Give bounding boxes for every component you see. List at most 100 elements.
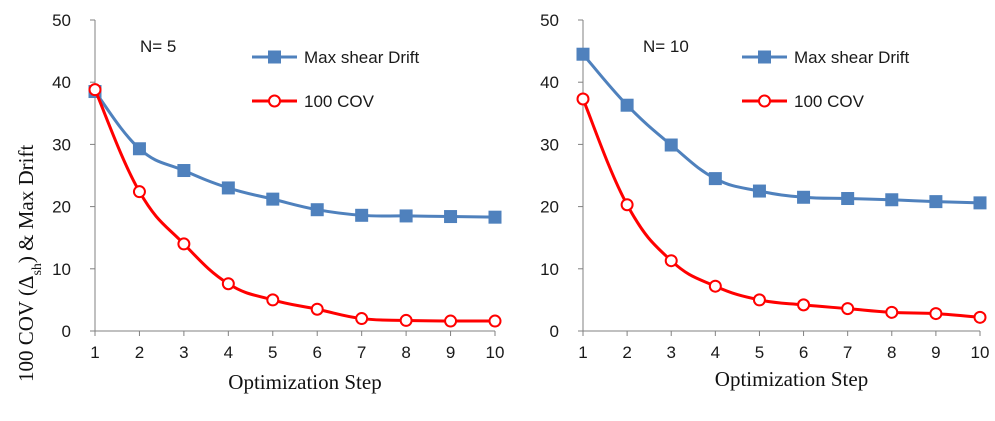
y-tick-label: 0: [62, 322, 71, 341]
legend-marker: [758, 50, 771, 64]
x-tick-label: 5: [268, 343, 277, 362]
data-point: [973, 310, 987, 324]
panel-annotation: N= 5: [140, 37, 176, 56]
chart-n10: 0 10 20 30 40 50 1 2 3 4 5 6 7 8 9 10 Optimization Step N…: [540, 11, 989, 391]
legend-marker: [268, 50, 281, 64]
data-point: [399, 313, 413, 327]
y-tick-label: 50: [52, 11, 71, 30]
x-tick-label: 4: [224, 343, 233, 362]
y-tick-label: 0: [550, 322, 559, 341]
data-point: [885, 193, 899, 207]
x-tick-label: 9: [931, 343, 940, 362]
legend-entry: 100 COV: [742, 92, 865, 111]
y-tick-label: 20: [52, 198, 71, 217]
legend-label: 100 COV: [794, 92, 865, 111]
data-point: [488, 210, 502, 224]
series-max-shear-drift: [576, 47, 987, 210]
x-tick-label: 3: [666, 343, 675, 362]
data-point: [664, 254, 678, 268]
data-point: [177, 237, 191, 251]
data-point: [576, 92, 590, 106]
y-tick-label: 20: [540, 198, 559, 217]
series-line: [93, 90, 496, 219]
chart-n5: 0 10 20 30 40 50 1 2 3 4 5 6 7 8 9 10 Optimization Step N…: [52, 11, 504, 394]
x-tick-label: 6: [799, 343, 808, 362]
data-point: [620, 98, 634, 112]
x-tick-label: 9: [446, 343, 455, 362]
x-tick-label: 1: [578, 343, 587, 362]
data-point: [797, 298, 811, 312]
data-point: [752, 184, 766, 198]
y-axis-label: 100 COV (Δsh) & Max Drift: [14, 145, 45, 382]
x-axis-title: Optimization Step: [228, 370, 381, 394]
data-point: [620, 198, 634, 212]
data-point: [221, 181, 235, 195]
data-point: [929, 307, 943, 321]
x-axis-title: Optimization Step: [715, 367, 868, 391]
data-point: [752, 293, 766, 307]
data-point: [885, 305, 899, 319]
y-tick-label: 10: [540, 260, 559, 279]
y-axis-label-delta: Δ: [14, 276, 38, 290]
y-tick-label: 10: [52, 260, 71, 279]
data-point: [177, 164, 191, 178]
series-line: [581, 98, 981, 319]
y-tick-label: 30: [540, 135, 559, 154]
data-point: [355, 312, 369, 326]
x-tick-label: 8: [401, 343, 410, 362]
legend-label: 100 COV: [304, 92, 375, 111]
data-point: [973, 196, 987, 210]
series-line: [93, 89, 496, 323]
legend-marker: [758, 94, 771, 108]
data-point: [444, 314, 458, 328]
data-point: [355, 208, 369, 222]
data-point: [488, 314, 502, 328]
legend-entry: Max shear Drift: [252, 48, 420, 67]
x-tick-label: 10: [971, 343, 990, 362]
legend-entry: 100 COV: [252, 92, 375, 111]
data-point: [929, 195, 943, 209]
data-point: [132, 142, 146, 156]
panel-annotation: N= 10: [643, 37, 689, 56]
data-point: [132, 185, 146, 199]
data-point: [221, 277, 235, 291]
data-point: [266, 192, 280, 206]
x-tick-label: 5: [755, 343, 764, 362]
x-tick-label: 1: [90, 343, 99, 362]
y-axis-label-subscript: sh: [30, 263, 45, 275]
series-cov: [576, 92, 987, 324]
data-point: [708, 172, 722, 186]
series-line: [581, 53, 981, 205]
legend-label: Max shear Drift: [794, 48, 910, 67]
legend-marker: [268, 94, 281, 108]
y-tick-label: 40: [540, 73, 559, 92]
data-point: [841, 192, 855, 206]
x-tick-label: 4: [711, 343, 720, 362]
data-point: [708, 279, 722, 293]
x-tick-label: 7: [843, 343, 852, 362]
data-point: [266, 293, 280, 307]
x-tick-label: 3: [179, 343, 188, 362]
data-point: [797, 190, 811, 204]
data-point: [444, 210, 458, 224]
legend-label: Max shear Drift: [304, 48, 420, 67]
series-max-shear-drift: [88, 85, 502, 224]
x-tick-label: 10: [486, 343, 505, 362]
y-axis-label-prefix: 100 COV (: [14, 289, 38, 382]
x-tick-label: 8: [887, 343, 896, 362]
data-point: [310, 203, 324, 217]
legend-entry: Max shear Drift: [742, 48, 910, 67]
y-tick-label: 50: [540, 11, 559, 30]
data-point: [841, 302, 855, 316]
series-cov: [88, 83, 502, 328]
x-tick-label: 2: [622, 343, 631, 362]
y-axis-label-suffix: ) & Max Drift: [14, 145, 38, 264]
data-point: [664, 138, 678, 152]
data-point: [399, 209, 413, 223]
x-tick-label: 6: [312, 343, 321, 362]
y-tick-label: 30: [52, 135, 71, 154]
y-tick-label: 40: [52, 73, 71, 92]
x-tick-label: 7: [357, 343, 366, 362]
data-point: [310, 302, 324, 316]
